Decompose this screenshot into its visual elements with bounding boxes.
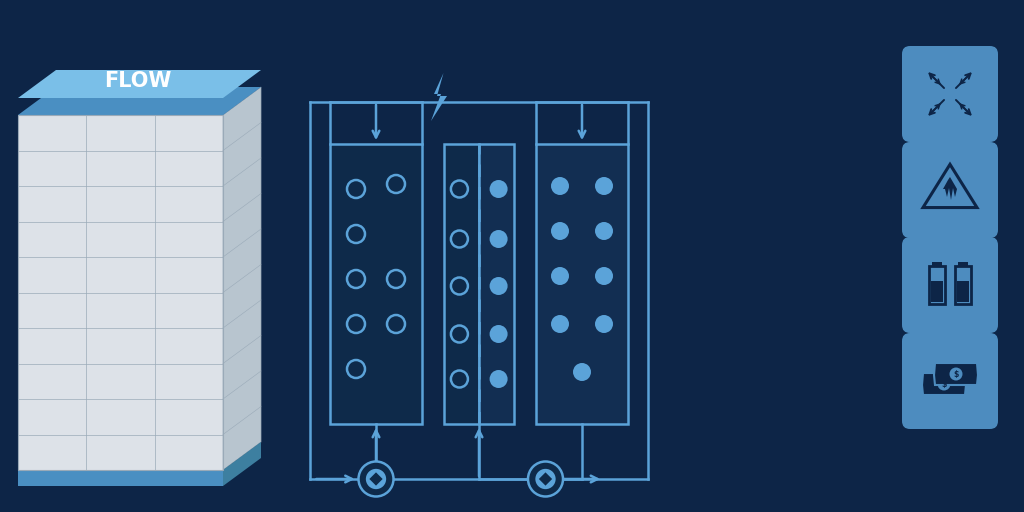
Polygon shape [539, 473, 552, 486]
Bar [955, 266, 971, 304]
Bar [931, 281, 943, 302]
FancyBboxPatch shape [902, 333, 998, 429]
Circle shape [551, 177, 569, 195]
Circle shape [573, 363, 591, 381]
Bar [957, 281, 969, 302]
Circle shape [489, 370, 508, 388]
Bar [444, 144, 479, 424]
Circle shape [595, 177, 613, 195]
Bar [18, 115, 223, 470]
Polygon shape [223, 442, 261, 486]
Circle shape [595, 315, 613, 333]
Circle shape [528, 461, 563, 497]
Circle shape [551, 267, 569, 285]
Polygon shape [18, 70, 261, 98]
Polygon shape [922, 373, 966, 395]
Bar [536, 144, 628, 424]
Text: $: $ [941, 379, 946, 389]
Bar [18, 115, 223, 470]
Circle shape [949, 368, 963, 380]
Circle shape [358, 461, 393, 497]
Circle shape [489, 325, 508, 343]
Polygon shape [431, 73, 447, 121]
Bar [932, 262, 942, 266]
Circle shape [938, 377, 950, 391]
Circle shape [595, 267, 613, 285]
Circle shape [489, 180, 508, 198]
Polygon shape [370, 473, 383, 486]
Circle shape [366, 469, 386, 489]
Circle shape [489, 277, 508, 295]
Polygon shape [18, 87, 261, 115]
Circle shape [551, 222, 569, 240]
Bar [479, 144, 514, 424]
Polygon shape [943, 177, 957, 200]
Text: FLOW: FLOW [103, 71, 171, 92]
FancyBboxPatch shape [902, 142, 998, 238]
FancyBboxPatch shape [902, 46, 998, 142]
Bar [330, 144, 422, 424]
Polygon shape [934, 363, 978, 385]
Circle shape [489, 230, 508, 248]
Circle shape [551, 315, 569, 333]
Text: $: $ [953, 370, 958, 378]
Bar [958, 262, 968, 266]
Bar [929, 266, 945, 304]
Circle shape [595, 222, 613, 240]
Circle shape [536, 469, 556, 489]
Polygon shape [223, 87, 261, 470]
Polygon shape [18, 470, 223, 486]
FancyBboxPatch shape [902, 237, 998, 333]
